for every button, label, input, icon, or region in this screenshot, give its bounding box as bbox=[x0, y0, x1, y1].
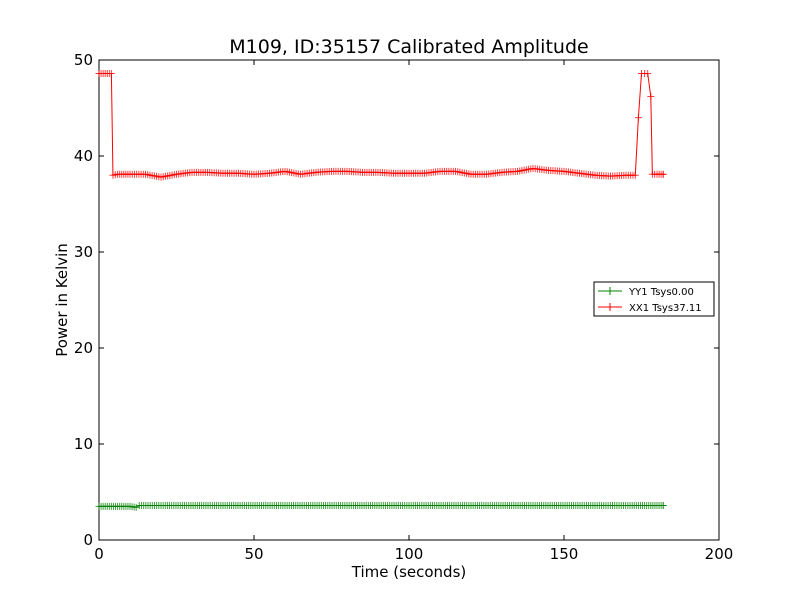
y-tick-label: 40 bbox=[74, 147, 93, 165]
data-point bbox=[107, 69, 115, 77]
data-point bbox=[631, 171, 639, 179]
y-tick-label: 50 bbox=[74, 51, 93, 69]
legend-marker-yy1 bbox=[606, 287, 614, 295]
series-layer bbox=[95, 69, 667, 511]
series-xx1 bbox=[95, 69, 667, 181]
x-axis-ticks: 0 50 100 150 200 bbox=[94, 60, 733, 563]
data-point bbox=[659, 501, 667, 509]
legend-marker-xx1 bbox=[606, 303, 614, 311]
chart-title: M109, ID:35157 Calibrated Amplitude bbox=[229, 36, 588, 58]
y-tick-label: 20 bbox=[74, 339, 93, 357]
series-line bbox=[99, 72, 664, 178]
series-yy1 bbox=[95, 501, 667, 511]
x-axis-label: Time (seconds) bbox=[351, 563, 467, 581]
legend-label-yy1: YY1 Tsys0.00 bbox=[628, 287, 694, 298]
y-tick-label: 10 bbox=[74, 435, 93, 453]
y-axis-ticks: 0 10 20 30 40 50 bbox=[74, 51, 719, 549]
legend-label-xx1: XX1 Tsys37.11 bbox=[629, 303, 702, 314]
x-tick-label: 200 bbox=[705, 545, 734, 563]
data-point bbox=[634, 114, 642, 122]
y-tick-label: 0 bbox=[83, 531, 93, 549]
y-tick-label: 30 bbox=[74, 243, 93, 261]
x-tick-label: 50 bbox=[244, 545, 263, 563]
x-tick-label: 0 bbox=[94, 545, 104, 563]
x-tick-label: 100 bbox=[395, 545, 424, 563]
data-point bbox=[659, 170, 667, 178]
legend: YY1 Tsys0.00 XX1 Tsys37.11 bbox=[593, 281, 715, 317]
data-point bbox=[647, 92, 655, 100]
data-point bbox=[644, 69, 652, 77]
x-tick-label: 150 bbox=[550, 545, 579, 563]
legend-box bbox=[593, 281, 715, 317]
y-axis-label: Power in Kelvin bbox=[53, 243, 71, 357]
